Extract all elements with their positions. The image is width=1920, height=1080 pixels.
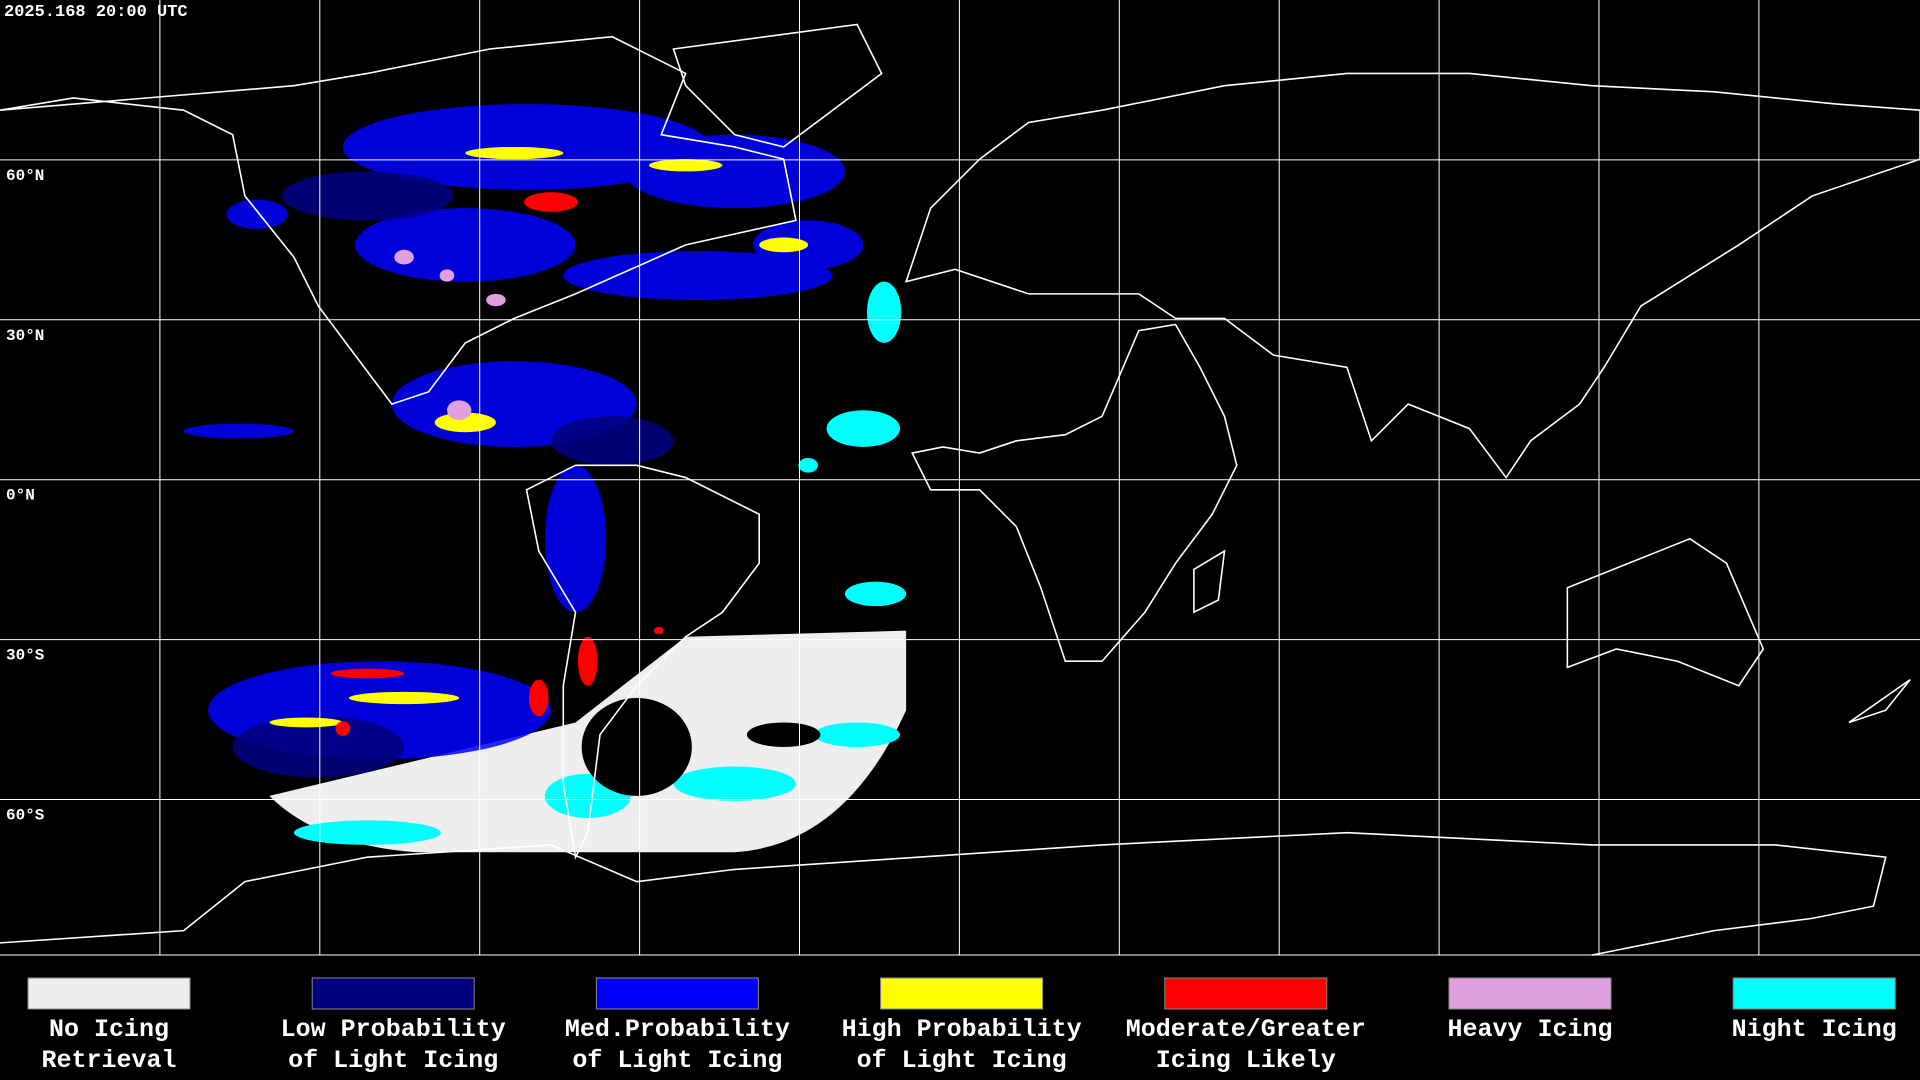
legend-swatch (595, 977, 759, 1010)
legend-label: of Light Icing (288, 1046, 498, 1075)
legend-label: Moderate/Greater (1126, 1015, 1366, 1044)
high-icing-patches (269, 146, 809, 728)
legend-swatch (311, 977, 475, 1010)
latitude-label: 30°N (6, 327, 44, 345)
latitude-labels: 60°N 30°N 0°N 30°S 60°S (6, 167, 45, 825)
low-icing-patches (232, 171, 674, 778)
latitude-label: 0°N (6, 487, 35, 505)
legend-label: Low Probability (281, 1015, 506, 1044)
legend-label: of Light Icing (857, 1046, 1067, 1075)
legend-swatch (880, 977, 1044, 1010)
legend-label: Med.Probability (565, 1015, 790, 1044)
legend-label: Heavy Icing (1447, 1015, 1612, 1044)
timestamp: 2025.168 20:00 UTC (4, 3, 188, 22)
legend-label: Retrieval (41, 1046, 176, 1075)
legend-swatch (1448, 977, 1612, 1010)
legend-swatch (1732, 977, 1896, 1010)
moderate-icing-patches (330, 192, 664, 736)
latitude-label: 60°N (6, 167, 44, 185)
map (0, 23, 1920, 956)
coastlines (0, 23, 1920, 956)
legend-label: Night Icing (1732, 1015, 1897, 1044)
legend-swatch (1164, 977, 1328, 1010)
legend-label: High Probability (842, 1015, 1082, 1044)
night-icing-patches (293, 281, 907, 845)
graticule (0, 0, 1920, 956)
latitude-label: 60°S (6, 807, 45, 825)
legend-label: of Light Icing (572, 1046, 782, 1075)
legend-swatch (27, 977, 191, 1010)
legend-label: Icing Likely (1156, 1046, 1336, 1075)
heavy-icing-patches (394, 249, 506, 421)
latitude-label: 30°S (6, 647, 45, 665)
legend-label: No Icing (49, 1015, 169, 1044)
